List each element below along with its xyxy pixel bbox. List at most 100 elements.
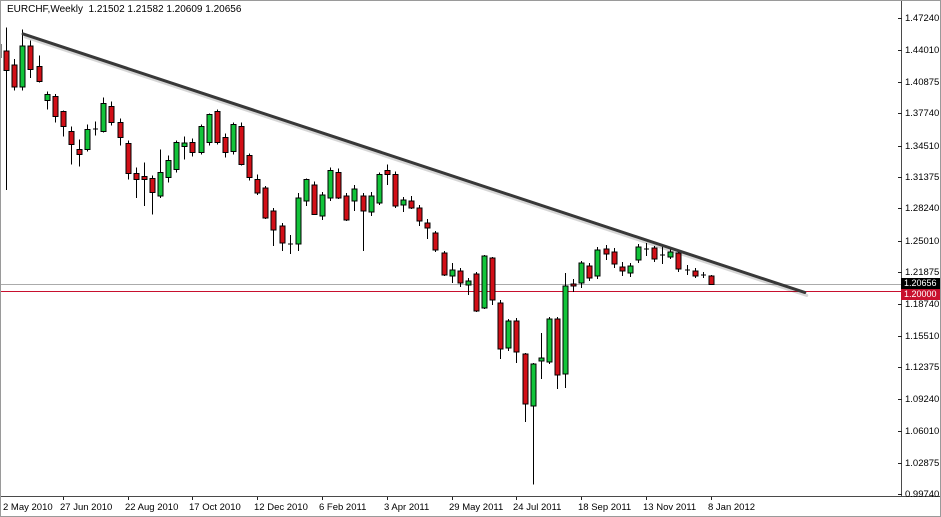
date-tick-label: 22 Aug 2010	[125, 502, 179, 513]
candle	[76, 139, 83, 167]
candle	[578, 260, 585, 288]
candle-body	[303, 179, 310, 202]
candle	[392, 171, 399, 208]
candle-body	[708, 275, 715, 285]
date-tick-label: 2 May 2010	[3, 502, 53, 513]
date-tick-label: 24 Jul 2011	[513, 502, 562, 513]
candle-body	[279, 225, 286, 244]
candle-body	[441, 252, 448, 276]
candle-body	[603, 248, 610, 255]
candle	[530, 363, 537, 485]
candle-body	[594, 249, 601, 277]
candle	[335, 168, 342, 199]
candle	[44, 91, 51, 110]
candle	[52, 94, 59, 123]
candle-body	[424, 222, 431, 229]
candle-body	[246, 155, 253, 179]
candle	[11, 58, 18, 91]
candle	[497, 299, 504, 360]
candle-body	[181, 142, 188, 148]
candle-body	[465, 280, 472, 286]
candle	[360, 192, 367, 251]
candle	[449, 262, 456, 283]
candle-body	[400, 199, 407, 206]
candle-body	[36, 66, 43, 83]
candle	[685, 264, 690, 275]
candle-body	[473, 273, 480, 312]
candle-body	[651, 247, 658, 260]
candle-body	[76, 149, 83, 156]
candle-body	[505, 320, 512, 349]
candle-body	[11, 64, 18, 88]
candle	[619, 261, 626, 276]
candle	[295, 192, 302, 251]
candle	[149, 175, 156, 215]
candle	[651, 245, 658, 262]
candle-body	[311, 184, 318, 215]
date-tick-label: 3 Apr 2011	[384, 502, 430, 513]
candle-body	[327, 170, 334, 199]
candle	[644, 242, 649, 256]
candle	[36, 55, 43, 83]
candle	[173, 140, 180, 173]
candle-body	[489, 257, 496, 301]
candle	[133, 167, 140, 198]
candle	[586, 262, 593, 281]
candle-body	[157, 172, 164, 197]
candle-body	[562, 285, 569, 375]
candle	[627, 262, 634, 277]
candle	[708, 275, 715, 285]
candle-body	[189, 142, 196, 154]
candle-body	[3, 50, 10, 72]
candle	[279, 222, 286, 251]
candle	[570, 278, 577, 292]
candle-body	[319, 194, 326, 217]
candle	[288, 234, 293, 254]
candle-body	[368, 195, 375, 213]
candle-body	[68, 131, 75, 146]
candle	[206, 113, 213, 146]
candle	[60, 110, 67, 137]
candle-body	[262, 187, 269, 219]
candle	[603, 244, 610, 260]
candle-body	[141, 176, 148, 181]
candle	[181, 136, 188, 160]
candle-body	[100, 103, 107, 133]
candle-body	[635, 246, 642, 261]
candle-body	[335, 172, 342, 199]
candle-body-doji	[685, 269, 690, 271]
candle	[68, 126, 75, 165]
candle	[230, 122, 237, 155]
candle	[513, 318, 520, 364]
candle	[117, 118, 124, 146]
candle	[594, 246, 601, 279]
candle-body	[627, 265, 634, 274]
trendline[interactable]	[21, 32, 807, 294]
candle	[189, 138, 196, 157]
candle	[546, 317, 553, 365]
candle	[611, 247, 618, 268]
candle	[635, 243, 642, 263]
candle	[270, 207, 277, 246]
candle-body	[198, 126, 205, 154]
candle-body-doji	[701, 274, 706, 276]
candle-body	[238, 126, 245, 166]
candle-body	[457, 270, 464, 284]
candle-body	[44, 94, 51, 102]
candle	[3, 27, 10, 190]
candle-body	[432, 232, 439, 251]
candle	[505, 319, 512, 352]
candle-body	[481, 255, 488, 309]
candle-body-doji	[93, 128, 98, 130]
candle	[660, 245, 665, 264]
candle	[214, 109, 221, 145]
candle	[327, 167, 334, 201]
candle-body	[538, 357, 545, 362]
candle	[157, 149, 164, 198]
candle	[93, 121, 98, 136]
candle-body	[343, 195, 350, 221]
candle	[489, 256, 496, 306]
date-tick-label: 6 Feb 2011	[319, 502, 367, 513]
